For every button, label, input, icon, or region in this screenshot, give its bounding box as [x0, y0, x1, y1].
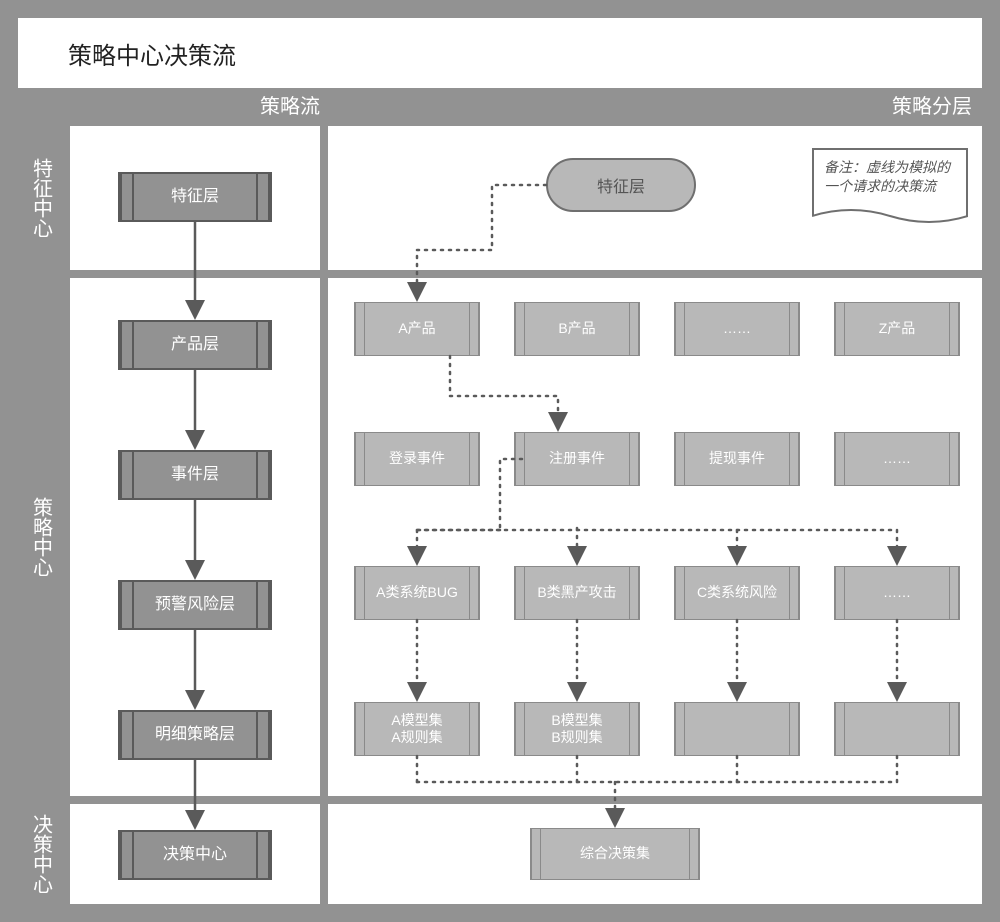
flow-detail: 明细策略层 [118, 710, 272, 760]
grid-r2c4: …… [834, 432, 960, 486]
grid-r3c2: B类黑产攻击 [514, 566, 640, 620]
diagram-title: 策略中心决策流 [18, 18, 982, 88]
grid-r2c1: 登录事件 [354, 432, 480, 486]
row-label-feature-center: 特征中心 [18, 126, 64, 270]
grid-r4c2: B模型集 B规则集 [514, 702, 640, 756]
grid-r3c1: A类系统BUG [354, 566, 480, 620]
grid-r1c4: Z产品 [834, 302, 960, 356]
diagram-canvas: 策略中心决策流 策略流 策略分层 特征中心 策略中心 决策中心 特征层 产品层 … [0, 0, 1000, 922]
flow-risk: 预警风险层 [118, 580, 272, 630]
grid-r1c3: …… [674, 302, 800, 356]
row-label-decision-center: 决策中心 [18, 804, 64, 904]
grid-r2c2: 注册事件 [514, 432, 640, 486]
grid-r1c2: B产品 [514, 302, 640, 356]
flow-event: 事件层 [118, 450, 272, 500]
flow-product: 产品层 [118, 320, 272, 370]
grid-r4c3 [674, 702, 800, 756]
grid-r3c4: …… [834, 566, 960, 620]
flow-decision: 决策中心 [118, 830, 272, 880]
col-header-layer: 策略分层 [322, 90, 972, 119]
title-text: 策略中心决策流 [68, 36, 236, 71]
grid-r1c1: A产品 [354, 302, 480, 356]
grid-r2c3: 提现事件 [674, 432, 800, 486]
feature-pill: 特征层 [546, 158, 696, 212]
grid-r3c3: C类系统风险 [674, 566, 800, 620]
note-text: 备注：虚线为模拟的一个请求的决策流 [824, 159, 950, 194]
grid-r4c4 [834, 702, 960, 756]
col-header-flow: 策略流 [70, 90, 320, 119]
grid-r4c1: A模型集 A规则集 [354, 702, 480, 756]
flow-feature: 特征层 [118, 172, 272, 222]
final-decision: 综合决策集 [530, 828, 700, 880]
row-label-strategy-center: 策略中心 [18, 278, 64, 796]
note-box: 备注：虚线为模拟的一个请求的决策流 [812, 148, 968, 226]
